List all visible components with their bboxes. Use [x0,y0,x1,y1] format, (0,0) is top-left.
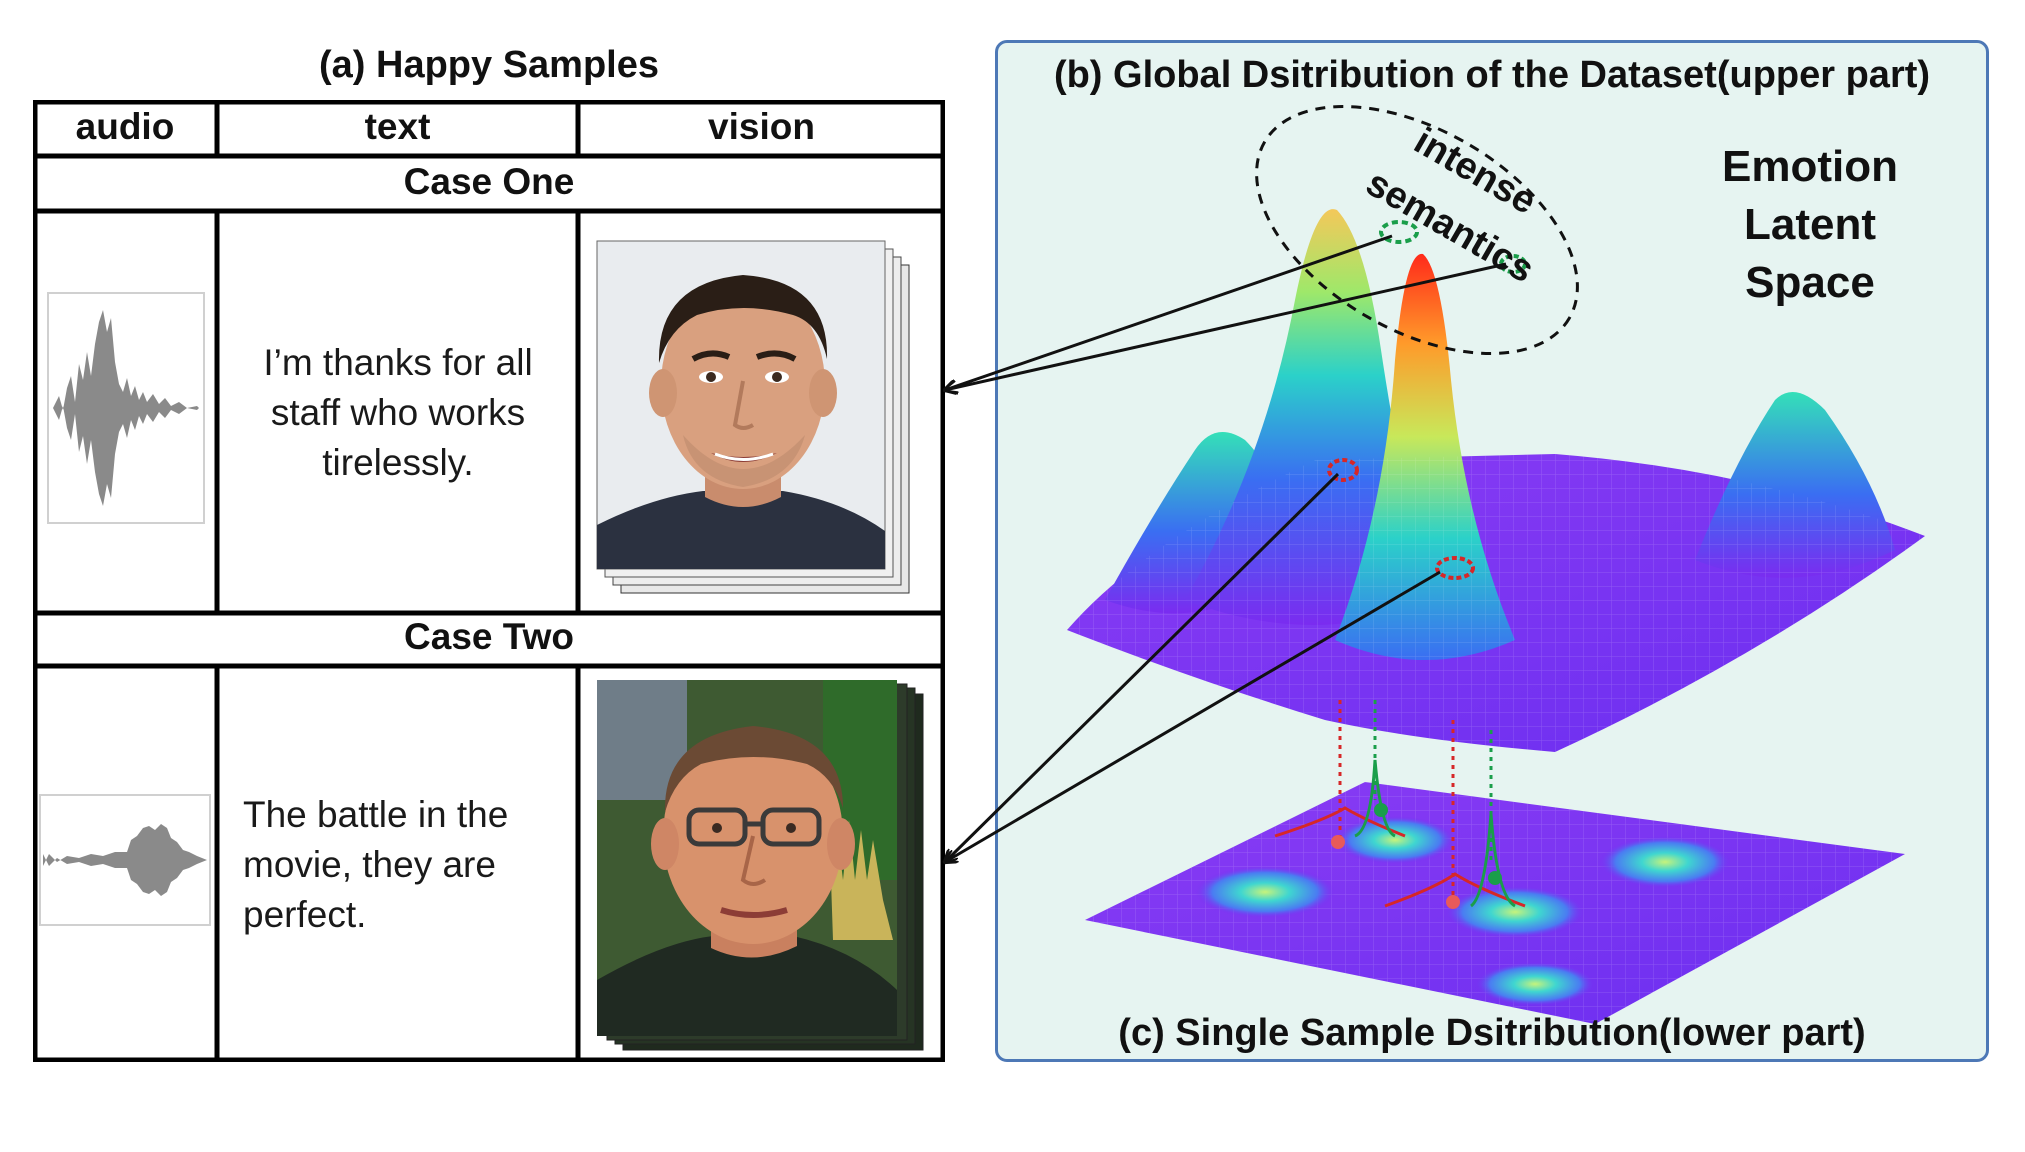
header-vision: vision [708,106,815,147]
case-two-text-line: perfect. [243,894,367,935]
header-audio: audio [75,106,175,147]
latent-label-line: Latent [1744,200,1876,249]
case-two-text-line: movie, they are [243,844,496,885]
case-two-vision-frames [597,680,924,1051]
latent-surface-illustration [1067,105,1925,1024]
case-one-text-line: tirelessly. [322,442,474,483]
case-two-text: The battle in the movie, they are perfec… [243,790,573,940]
panel-title: (b) Global Dsitribution of the Dataset(u… [1053,54,1931,96]
case-two-waveform [39,794,211,926]
latent-label-line: Emotion [1722,142,1898,191]
case-one-text: I’m thanks for all staff who works tirel… [223,338,573,488]
samples-table: audio text vision Case One Case Two I’m … [32,99,946,1063]
case-one-text-line: staff who works [270,392,526,433]
case-two-text-line: The battle in the [243,794,509,835]
latent-label-line: Space [1745,258,1875,307]
bottom-title: (c) Single Sample Dsitribution(lower par… [1118,1012,1866,1054]
header-text: text [364,106,431,147]
case-two-label: Case Two [404,616,574,657]
case-one-label: Case One [403,161,575,202]
left-title: (a) Happy Samples [319,44,659,86]
latent-space-label: Emotion Latent Space [1660,138,1960,312]
case-one-text-line: I’m thanks for all [263,342,533,383]
table-grid [32,99,946,1063]
case-one-waveform [47,292,205,524]
case-one-vision-frames [596,240,910,594]
